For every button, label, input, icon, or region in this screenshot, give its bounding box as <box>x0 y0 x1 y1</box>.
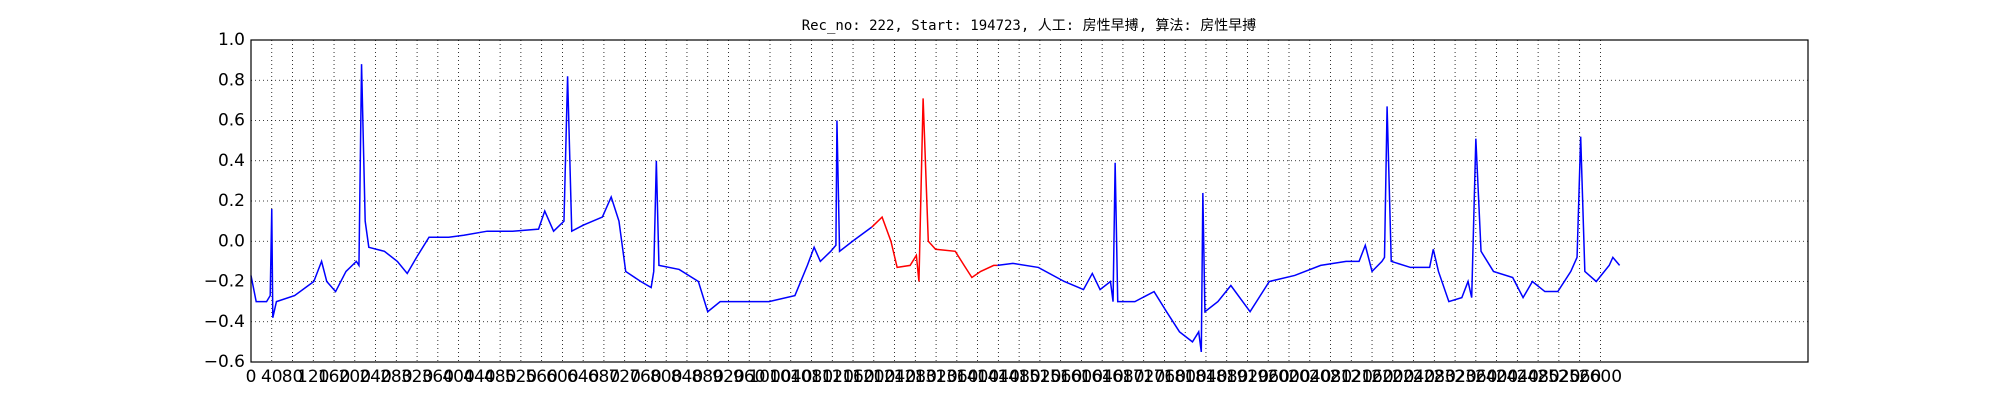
x-tick-label: 2040 <box>1288 367 1331 387</box>
x-tick-label: 1840 <box>1184 367 1227 387</box>
x-tick-label: 280 <box>380 367 412 387</box>
x-tick-label: 880 <box>691 367 723 387</box>
y-tick-label: 0.6 <box>218 111 245 131</box>
x-tick-label: 2280 <box>1413 367 1456 387</box>
x-tick-label: 1680 <box>1101 367 1144 387</box>
x-tick-label: 600 <box>546 367 578 387</box>
x-tick-label: 1800 <box>1164 367 1207 387</box>
series-line <box>250 64 873 318</box>
x-tick-label: 520 <box>505 367 537 387</box>
x-tick-label: 560 <box>525 367 557 387</box>
x-tick-label: 1640 <box>1081 367 1124 387</box>
x-tick-label: 1560 <box>1039 367 1082 387</box>
x-tick-label: 1080 <box>790 367 833 387</box>
x-tick-label: 400 <box>442 367 474 387</box>
x-tick-label: 2400 <box>1475 367 1518 387</box>
x-tick-label: 1160 <box>831 367 874 387</box>
x-tick-label: 2480 <box>1516 367 1559 387</box>
x-tick-label: 960 <box>733 367 765 387</box>
x-tick-label: 1240 <box>873 367 916 387</box>
x-tick-label: 680 <box>588 367 620 387</box>
x-tick-label: 1320 <box>914 367 957 387</box>
x-tick-label: 40 <box>261 367 283 387</box>
x-tick-label: 2560 <box>1558 367 1601 387</box>
x-tick-label: 640 <box>567 367 599 387</box>
x-tick-label: 2320 <box>1433 367 1476 387</box>
x-tick-label: 2000 <box>1267 367 1310 387</box>
x-tick-label: 1720 <box>1122 367 1165 387</box>
x-tick-label: 800 <box>650 367 682 387</box>
x-tick-label: 360 <box>422 367 454 387</box>
plot-frame <box>250 39 1809 363</box>
x-tick-label: 240 <box>359 367 391 387</box>
x-tick-label: 2120 <box>1330 367 1373 387</box>
x-tick-label: 1760 <box>1143 367 1186 387</box>
chart-title: Rec_no: 222, Start: 194723, 人工: 房性早搏, 算法… <box>802 17 1257 34</box>
y-tick-label: 0.0 <box>218 231 245 251</box>
x-tick-label: 920 <box>712 367 744 387</box>
y-tick-label: −0.2 <box>204 272 245 292</box>
x-tick-label: 0 <box>246 367 257 387</box>
x-tick-label: 1520 <box>1018 367 1061 387</box>
series-line <box>997 106 1621 353</box>
series-line <box>871 98 998 282</box>
y-tick-label: 0.8 <box>218 70 245 90</box>
x-tick-label: 2080 <box>1309 367 1352 387</box>
x-tick-label: 2360 <box>1454 367 1497 387</box>
x-tick-label: 480 <box>484 367 516 387</box>
x-tick-label: 1920 <box>1226 367 1269 387</box>
x-tick-label: 1600 <box>1060 367 1103 387</box>
x-tick-label: 1400 <box>956 367 999 387</box>
x-tick-label: 160 <box>318 367 350 387</box>
x-tick-label: 2600 <box>1579 367 1622 387</box>
x-tick-label: 1280 <box>894 367 937 387</box>
x-tick-label: 2520 <box>1537 367 1580 387</box>
x-tick-label: 320 <box>401 367 433 387</box>
x-tick-label: 2240 <box>1392 367 1435 387</box>
x-tick-label: 2200 <box>1371 367 1414 387</box>
x-tick-label: 1480 <box>997 367 1040 387</box>
y-tick-label: −0.4 <box>204 312 245 332</box>
x-tick-label: 1000 <box>748 367 791 387</box>
x-tick-label: 1960 <box>1247 367 1290 387</box>
x-tick-label: 80 <box>282 367 304 387</box>
x-tick-label: 2160 <box>1350 367 1393 387</box>
y-tick-label: −0.6 <box>204 352 245 372</box>
y-tick-label: 0.4 <box>218 151 245 171</box>
x-tick-label: 720 <box>608 367 640 387</box>
x-tick-label: 1880 <box>1205 367 1248 387</box>
x-tick-label: 1360 <box>935 367 978 387</box>
x-tick-label: 1040 <box>769 367 812 387</box>
x-tick-label: 1120 <box>811 367 854 387</box>
x-tick-label: 1200 <box>852 367 895 387</box>
x-tick-label: 2440 <box>1496 367 1539 387</box>
x-tick-label: 440 <box>463 367 495 387</box>
x-tick-label: 1440 <box>977 367 1020 387</box>
x-tick-label: 200 <box>339 367 371 387</box>
x-tick-label: 840 <box>671 367 703 387</box>
x-tick-label: 120 <box>297 367 329 387</box>
y-tick-label: 1.0 <box>218 30 245 50</box>
y-tick-label: 0.2 <box>218 191 245 211</box>
x-tick-label: 760 <box>629 367 661 387</box>
